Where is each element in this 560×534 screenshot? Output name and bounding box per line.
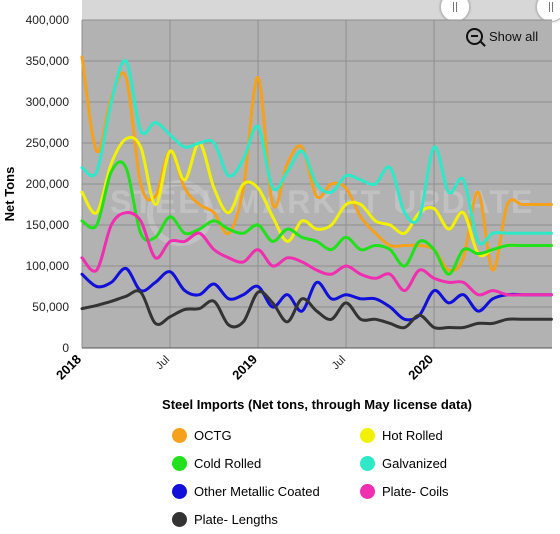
legend-marker <box>172 484 187 499</box>
y-axis-title: Net Tons <box>2 167 17 222</box>
legend-label: Galvanized <box>382 456 448 471</box>
y-tick-label: 100,000 <box>26 259 70 273</box>
y-tick-label: 300,000 <box>26 95 70 109</box>
legend-label: Other Metallic Coated <box>194 484 320 499</box>
legend-label: OCTG <box>194 428 232 443</box>
y-tick-label: 200,000 <box>26 177 70 191</box>
y-tick-label: 250,000 <box>26 136 70 150</box>
legend-marker <box>172 512 187 527</box>
legend-item-galvanized[interactable]: Galvanized <box>360 456 447 471</box>
legend-label: Plate- Coils <box>382 484 449 499</box>
series-line-other-metallic-coated <box>80 266 553 322</box>
y-tick-label: 50,000 <box>32 300 69 314</box>
series-line-octg <box>80 55 553 273</box>
legend-marker <box>360 456 375 471</box>
legend-marker <box>360 428 375 443</box>
legend-item-octg[interactable]: OCTG <box>172 428 232 443</box>
legend-label: Hot Rolled <box>382 428 443 443</box>
legend-label: Cold Rolled <box>194 456 262 471</box>
series-line-galvanized <box>80 59 553 246</box>
x-axis-title: Steel Imports (Net tons, through May lic… <box>162 397 472 412</box>
legend-item-hot-rolled[interactable]: Hot Rolled <box>360 428 443 443</box>
range-navigator[interactable] <box>82 0 560 22</box>
x-tick-label: 2020 <box>405 352 436 383</box>
legend-label: Plate- Lengths <box>194 512 278 527</box>
legend-item-cold-rolled[interactable]: Cold Rolled <box>172 456 261 471</box>
series-line-plate-coils <box>80 211 553 297</box>
series-line-plate-lengths <box>80 289 553 330</box>
legend-marker <box>172 428 187 443</box>
show-all-button[interactable]: Show all <box>466 28 538 45</box>
series-line-cold-rolled <box>80 160 553 276</box>
y-tick-label: 150,000 <box>26 218 70 232</box>
legend-item-plate-coils[interactable]: Plate- Coils <box>360 484 448 499</box>
watermark-logo-ring <box>147 180 213 246</box>
series-line-hot-rolled <box>80 135 553 258</box>
x-tick-label: Jul <box>330 354 348 372</box>
y-tick-label: 400,000 <box>26 13 70 27</box>
legend-item-plate-lengths[interactable]: Plate- Lengths <box>172 512 278 527</box>
x-tick-label: 2018 <box>53 352 84 383</box>
y-tick-label: 350,000 <box>26 54 70 68</box>
x-tick-label: Jul <box>154 354 172 372</box>
show-all-label: Show all <box>489 29 539 44</box>
y-tick-label: 0 <box>62 341 69 355</box>
x-tick-label: 2019 <box>229 352 260 383</box>
legend-marker <box>172 456 187 471</box>
zoom-out-icon <box>466 28 483 45</box>
legend-marker <box>360 484 375 499</box>
legend-item-other-metallic-coated[interactable]: Other Metallic Coated <box>172 484 320 499</box>
